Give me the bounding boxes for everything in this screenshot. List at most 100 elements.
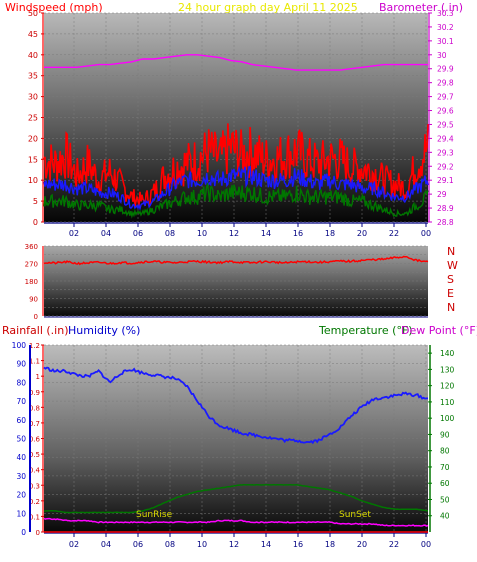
- humidity-tick-label: 80: [16, 378, 26, 387]
- time-tick-label: 08: [165, 540, 175, 549]
- rainfall-tick-label: 0.2: [29, 498, 40, 506]
- temperature-tick-label: 40: [440, 512, 450, 521]
- time-tick-label: 02: [69, 229, 79, 238]
- time-tick-label: 10: [197, 229, 207, 238]
- barometer-tick-label: 29.9: [437, 65, 454, 74]
- time-tick-label: 18: [325, 229, 335, 238]
- time-tick-label: 00: [421, 540, 431, 549]
- series-line-temp: [43, 517, 429, 527]
- humidity-tick-label: 50: [16, 435, 26, 444]
- series-line-1: [43, 123, 429, 209]
- rainfall-tick-label: 1.1: [29, 358, 40, 366]
- humidity-tick-label: 60: [16, 416, 26, 425]
- series-line-humidity: [43, 366, 428, 445]
- compass-label: N: [447, 245, 455, 258]
- barometer-tick-label: 29.6: [437, 107, 454, 116]
- series-line-4: [44, 54, 428, 71]
- barometer-tick-label: 29.8: [437, 79, 454, 88]
- time-tick-label: 14: [261, 540, 271, 549]
- wind-direction-line: [43, 255, 429, 266]
- time-tick-label: 16: [293, 540, 303, 549]
- direction-tick-label: 270: [25, 261, 38, 269]
- dewpoint-axis-title: Dew Point (°F): [401, 324, 477, 337]
- time-tick-label: 04: [101, 229, 111, 238]
- time-tick-label: 00: [421, 229, 431, 238]
- temperature-tick-label: 50: [440, 495, 450, 504]
- windspeed-tick-label: 35: [28, 72, 38, 81]
- time-tick-label: 02: [69, 540, 79, 549]
- humidity-axis-title: Humidity (%): [68, 324, 140, 337]
- direction-tick-label: 180: [25, 278, 38, 286]
- windspeed-tick-label: 15: [28, 155, 38, 164]
- series-line-2: [43, 165, 429, 212]
- rainfall-tick-label: 0.7: [29, 420, 40, 428]
- windspeed-tick-label: 30: [28, 93, 38, 102]
- humidity-tick-label: 20: [16, 491, 26, 500]
- rainfall-tick-label: 0.6: [29, 436, 41, 444]
- humidity-tick-label: 10: [16, 509, 26, 518]
- barometer-tick-label: 30.3: [437, 9, 454, 18]
- compass-label: N: [447, 301, 455, 314]
- direction-tick-label: 90: [29, 296, 38, 304]
- humidity-tick-label: 100: [12, 341, 27, 350]
- humidity-tick-label: 0: [21, 528, 26, 537]
- temperature-tick-label: 130: [440, 365, 455, 374]
- temperature-tick-label: 70: [440, 463, 450, 472]
- humidity-tick-label: 90: [16, 360, 26, 369]
- temperature-tick-label: 140: [440, 349, 455, 358]
- time-tick-label: 04: [101, 540, 111, 549]
- barometer-tick-label: 29.5: [437, 120, 454, 129]
- barometer-tick-label: 29.4: [437, 134, 454, 143]
- barometer-tick-label: 30: [437, 51, 447, 60]
- time-tick-label: 18: [325, 540, 335, 549]
- windspeed-tick-label: 45: [28, 30, 38, 39]
- windspeed-tick-label: 20: [28, 134, 38, 143]
- rainfall-tick-label: 0.4: [29, 467, 41, 475]
- barometer-tick-label: 29: [437, 190, 447, 199]
- rainfall-tick-label: 0.9: [29, 389, 40, 397]
- barometer-tick-label: 30.2: [437, 23, 454, 32]
- direction-tick-label: 0: [34, 313, 38, 321]
- windspeed-tick-label: 40: [28, 51, 38, 60]
- sunrise-label: SunRise: [136, 510, 173, 520]
- compass-label: S: [447, 273, 454, 286]
- time-tick-label: 12: [229, 540, 239, 549]
- direction-tick-label: 360: [25, 243, 38, 251]
- humidity-tick-label: 70: [16, 397, 26, 406]
- temperature-tick-label: 110: [440, 398, 455, 407]
- windspeed-tick-label: 25: [28, 114, 38, 123]
- temperature-axis-title: Temperature (°F): [318, 324, 413, 337]
- temperature-tick-label: 60: [440, 479, 450, 488]
- rainfall-tick-label: 0.3: [29, 482, 40, 490]
- time-tick-label: 16: [293, 229, 303, 238]
- windspeed-tick-label: 0: [33, 218, 38, 227]
- time-tick-label: 20: [357, 229, 367, 238]
- temperature-tick-label: 90: [440, 430, 450, 439]
- compass-label: W: [447, 259, 458, 272]
- time-tick-label: 14: [261, 229, 271, 238]
- rainfall-tick-label: 0.1: [29, 513, 40, 521]
- windspeed-tick-label: 10: [28, 176, 38, 185]
- rainfall-tick-label: 0: [36, 529, 40, 537]
- time-tick-label: 06: [133, 229, 143, 238]
- barometer-tick-label: 29.1: [437, 176, 454, 185]
- chart-title: 24 hour graph day April 11 2025: [178, 1, 358, 14]
- time-tick-label: 06: [133, 540, 143, 549]
- time-tick-label: 12: [229, 229, 239, 238]
- windspeed-tick-label: 50: [28, 9, 38, 18]
- time-tick-label: 08: [165, 229, 175, 238]
- barometer-axis-title: Barometer (.in): [379, 1, 463, 14]
- rainfall-tick-label: 0.8: [29, 404, 40, 412]
- sunset-label: SunSet: [339, 510, 371, 520]
- rainfall-tick-label: 1: [36, 373, 40, 381]
- temperature-tick-label: 120: [440, 382, 455, 391]
- barometer-tick-label: 29.7: [437, 93, 454, 102]
- windspeed-axis-title: Windspeed (mph): [5, 1, 103, 14]
- barometer-tick-label: 30.1: [437, 37, 454, 46]
- temperature-tick-label: 100: [440, 414, 455, 423]
- compass-label: E: [447, 287, 454, 300]
- rainfall-axis-title: Rainfall (.in): [2, 324, 69, 337]
- time-tick-label: 22: [389, 229, 399, 238]
